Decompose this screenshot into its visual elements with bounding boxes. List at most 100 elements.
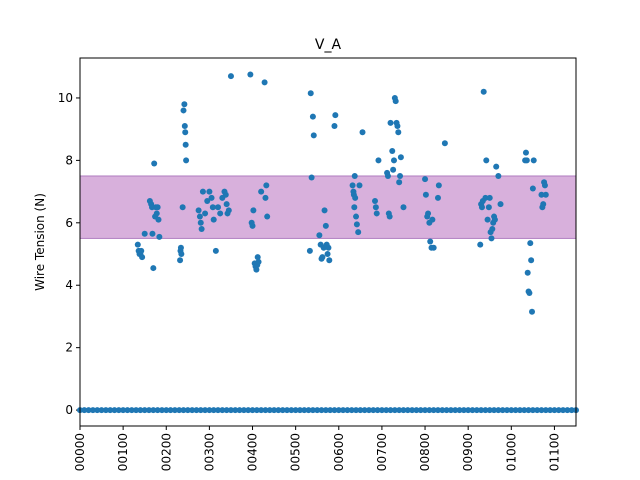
data-point (254, 254, 261, 261)
data-point (81, 407, 88, 414)
data-point (223, 407, 230, 414)
data-point (525, 407, 532, 414)
data-point (210, 407, 217, 414)
data-point (222, 191, 229, 198)
data-point (245, 407, 252, 414)
data-point (128, 407, 135, 414)
data-point (357, 407, 364, 414)
data-point (391, 407, 398, 414)
data-point (441, 140, 448, 147)
data-point (430, 407, 437, 414)
data-point (115, 407, 122, 414)
data-point (327, 407, 334, 414)
data-point (217, 210, 224, 217)
data-point (355, 229, 362, 236)
data-point (540, 201, 547, 208)
data-point (394, 123, 401, 130)
data-point (527, 240, 534, 247)
data-point (307, 90, 314, 97)
data-point (179, 204, 186, 211)
chart-title: V_A (315, 37, 342, 53)
data-point (202, 407, 209, 414)
data-point (324, 251, 331, 258)
data-point (138, 247, 145, 254)
data-point (387, 119, 394, 126)
data-point (151, 160, 158, 167)
data-point (107, 407, 114, 414)
data-point (491, 407, 498, 414)
data-point (361, 407, 368, 414)
data-point (370, 407, 377, 414)
data-point (452, 407, 459, 414)
x-tick-label: 00600 (332, 433, 346, 471)
data-point (209, 204, 216, 211)
data-point (215, 204, 222, 211)
data-point (279, 407, 286, 414)
data-point (89, 407, 96, 414)
data-point (503, 407, 510, 414)
data-point (395, 129, 402, 136)
data-point (460, 407, 467, 414)
data-point (263, 182, 270, 189)
data-point (335, 407, 342, 414)
data-point (482, 194, 489, 201)
data-point (309, 113, 316, 120)
data-point (195, 207, 202, 214)
data-point (177, 257, 184, 264)
data-point (486, 194, 493, 201)
data-point (319, 254, 326, 261)
data-point (396, 179, 403, 186)
x-tick-label: 00200 (159, 433, 173, 471)
data-point (202, 210, 209, 217)
data-point (425, 210, 432, 217)
data-point (374, 407, 381, 414)
data-point (486, 407, 493, 414)
data-point (261, 79, 268, 86)
y-tick-label: 2 (65, 341, 73, 355)
data-point (156, 233, 163, 240)
data-point (435, 182, 442, 189)
data-point (177, 244, 184, 251)
data-point (396, 407, 403, 414)
data-point (384, 172, 391, 179)
data-point (439, 407, 446, 414)
data-point (158, 407, 165, 414)
data-point (198, 226, 205, 233)
data-point (375, 157, 382, 164)
data-point (210, 216, 217, 223)
data-point (351, 172, 358, 179)
data-point (236, 407, 243, 414)
data-point (353, 213, 360, 220)
data-point (208, 194, 215, 201)
data-point (250, 207, 257, 214)
data-point (422, 407, 429, 414)
data-point (85, 407, 92, 414)
data-point (275, 407, 282, 414)
data-point (528, 257, 535, 264)
data-point (564, 407, 571, 414)
data-point (197, 219, 204, 226)
data-point (232, 407, 239, 414)
data-point (397, 172, 404, 179)
data-point (326, 257, 333, 264)
y-tick-label: 4 (65, 278, 73, 292)
data-point (523, 157, 530, 164)
data-point (206, 188, 213, 195)
data-point (296, 407, 303, 414)
data-point (120, 407, 127, 414)
data-point (262, 407, 269, 414)
data-point (305, 407, 312, 414)
data-point (264, 213, 271, 220)
data-point (288, 407, 295, 414)
y-axis-label: Wire Tension (N) (33, 193, 47, 291)
data-point (182, 129, 189, 136)
data-point (316, 232, 323, 239)
data-point (386, 213, 393, 220)
data-point (149, 230, 156, 237)
x-tick-label: 00400 (246, 433, 260, 471)
x-tick-label: 00700 (375, 433, 389, 471)
data-point (189, 407, 196, 414)
data-point (417, 407, 424, 414)
data-point (262, 194, 269, 201)
data-point (351, 204, 358, 211)
